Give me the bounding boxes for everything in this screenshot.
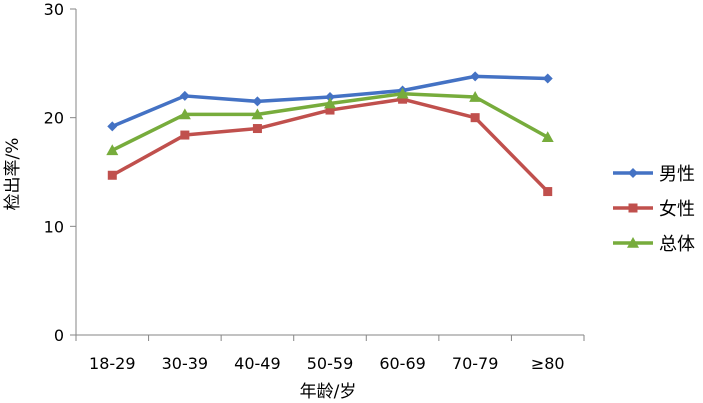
legend-label: 总体: [659, 234, 695, 255]
legend-entry: 女性: [613, 199, 695, 220]
y-tick-labels: 0 10 20 30: [44, 0, 64, 345]
legend-marker: [627, 237, 639, 248]
legend-label: 女性: [659, 199, 695, 220]
data-point: [325, 105, 335, 115]
x-tick-label: 60-69: [379, 354, 426, 373]
x-tick-label: 40-49: [234, 354, 281, 373]
data-point: [180, 130, 190, 140]
x-tick-label: 70-79: [452, 354, 499, 373]
data-point: [107, 170, 117, 180]
data-point: [398, 94, 408, 104]
y-tick-label: 30: [44, 0, 64, 19]
legend-label: 男性: [659, 164, 695, 185]
data-point: [542, 73, 553, 84]
series-2: [107, 94, 553, 197]
x-tick-labels: 18-29 30-39 40-49 50-59 60-69 70-79 ≥80: [89, 354, 565, 373]
axes: [70, 8, 585, 341]
data-point: [396, 87, 409, 99]
x-tick-label: 18-29: [89, 354, 136, 373]
data-point: [179, 90, 190, 101]
x-tick-label: 50-59: [307, 354, 354, 373]
data-point: [470, 71, 481, 82]
legend-entry: 男性: [613, 164, 695, 185]
y-tick-label: 20: [44, 109, 64, 128]
series-3: [106, 87, 554, 156]
legend-entry: 总体: [613, 234, 695, 255]
x-axis-label: 年龄/岁: [300, 382, 357, 402]
x-tick-label: 30-39: [162, 354, 209, 373]
data-point: [543, 187, 553, 197]
series-layer: [106, 71, 554, 197]
data-point: [251, 108, 264, 120]
x-tick-label: ≥80: [531, 354, 565, 373]
data-point: [252, 124, 262, 134]
data-point: [324, 97, 336, 109]
y-tick-label: 0: [54, 326, 64, 345]
legend-marker: [628, 203, 638, 213]
data-point: [325, 92, 335, 103]
data-point: [252, 96, 263, 107]
data-point: [107, 121, 118, 132]
data-point: [541, 131, 554, 143]
data-point: [106, 144, 119, 156]
y-axis-label: 检出率/%: [3, 138, 23, 211]
data-point: [470, 113, 480, 123]
data-point: [469, 91, 482, 102]
data-point: [178, 108, 191, 120]
y-tick-label: 10: [44, 217, 64, 236]
legend-marker: [628, 168, 638, 178]
